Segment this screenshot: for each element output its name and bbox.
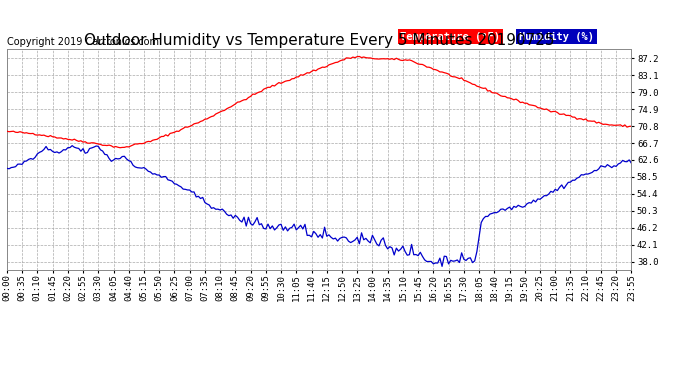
Text: Copyright 2019 Cartronics.com: Copyright 2019 Cartronics.com [7,36,159,46]
Text: Temperature (°F): Temperature (°F) [400,32,500,42]
Text: Humidity (%): Humidity (%) [519,32,594,42]
Title: Outdoor Humidity vs Temperature Every 5 Minutes 20190725: Outdoor Humidity vs Temperature Every 5 … [84,33,554,48]
